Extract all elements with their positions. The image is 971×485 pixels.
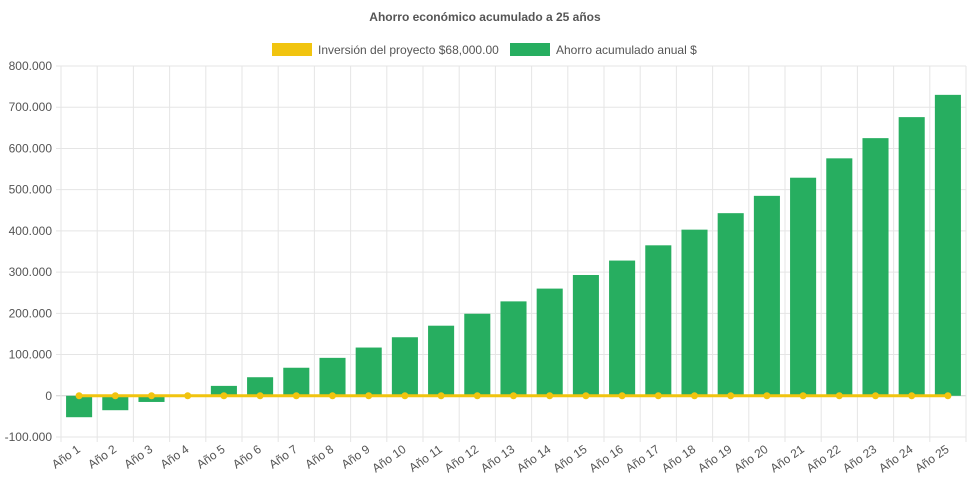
- bar[interactable]: [645, 245, 672, 396]
- x-tick-label: Año 23: [840, 442, 879, 475]
- line-point[interactable]: [944, 392, 952, 400]
- legend-label-ahorro: Ahorro acumulado anual $: [556, 43, 697, 57]
- bar[interactable]: [862, 138, 889, 396]
- y-tick-label: 500.000: [9, 183, 53, 197]
- bar[interactable]: [609, 260, 636, 396]
- line-point[interactable]: [546, 392, 554, 400]
- bar-series: [66, 94, 961, 418]
- line-point[interactable]: [473, 392, 481, 400]
- y-tick-label: -100.000: [5, 430, 53, 444]
- line-point[interactable]: [148, 392, 155, 400]
- bar[interactable]: [283, 367, 310, 396]
- line-point[interactable]: [691, 392, 698, 400]
- line-point[interactable]: [292, 392, 300, 400]
- y-tick-label: 100.000: [9, 348, 53, 362]
- x-tick-label: Año 9: [339, 442, 373, 472]
- bar[interactable]: [210, 385, 237, 396]
- line-point[interactable]: [727, 392, 735, 400]
- x-tick-label: Año 1: [49, 442, 83, 472]
- bar[interactable]: [355, 347, 382, 396]
- line-point[interactable]: [256, 392, 264, 400]
- bar[interactable]: [319, 357, 346, 396]
- x-tick-label: Año 15: [550, 442, 589, 475]
- x-axis: Año 1 Año 2 Año 3 Año 4 Año 5 Año 6 Año 7 Año 8…: [49, 442, 952, 475]
- line-point[interactable]: [835, 392, 843, 400]
- y-tick-label: 600.000: [9, 141, 53, 155]
- line-point[interactable]: [111, 392, 119, 400]
- y-tick-label: 800.000: [9, 59, 53, 73]
- bar[interactable]: [826, 158, 853, 396]
- bar[interactable]: [753, 195, 780, 396]
- line-point[interactable]: [437, 392, 445, 400]
- bar[interactable]: [464, 313, 491, 396]
- legend-label-inversion: Inversión del proyecto $68,000.00: [318, 43, 499, 57]
- line-point[interactable]: [220, 392, 228, 400]
- bar[interactable]: [898, 117, 925, 396]
- chart-title: Ahorro económico acumulado a 25 años: [369, 10, 601, 24]
- legend-swatch-inversion: [272, 43, 312, 56]
- y-tick-label: 0: [45, 389, 52, 403]
- bar[interactable]: [934, 94, 961, 396]
- legend-item-inversion[interactable]: Inversión del proyecto $68,000.00: [272, 43, 499, 57]
- line-point[interactable]: [763, 392, 771, 400]
- y-tick-label: 300.000: [9, 265, 53, 279]
- x-tick-label: Año 25: [912, 442, 951, 475]
- x-tick-label: Año 22: [804, 442, 843, 475]
- x-tick-label: Año 6: [230, 442, 264, 472]
- x-tick-label: Año 3: [122, 442, 156, 472]
- x-tick-label: Año 19: [695, 442, 734, 475]
- x-tick-label: Año 2: [85, 442, 119, 472]
- bar[interactable]: [391, 337, 418, 396]
- line-point[interactable]: [365, 392, 373, 400]
- line-point[interactable]: [329, 392, 336, 400]
- x-tick-label: Año 24: [876, 442, 915, 475]
- bar[interactable]: [500, 301, 527, 396]
- bar[interactable]: [790, 177, 817, 396]
- bar[interactable]: [536, 288, 563, 396]
- bar[interactable]: [717, 213, 744, 396]
- line-point[interactable]: [184, 392, 192, 400]
- x-tick-label: Año 16: [587, 442, 626, 475]
- y-tick-label: 700.000: [9, 100, 53, 114]
- line-point[interactable]: [401, 392, 409, 400]
- line-point[interactable]: [510, 392, 517, 400]
- bar[interactable]: [681, 229, 708, 396]
- x-tick-label: Año 18: [659, 442, 698, 475]
- line-point[interactable]: [908, 392, 916, 400]
- line-point[interactable]: [872, 392, 879, 400]
- x-tick-label: Año 14: [514, 442, 553, 475]
- x-tick-label: Año 20: [731, 442, 770, 475]
- bar[interactable]: [102, 395, 129, 411]
- bar[interactable]: [572, 274, 599, 396]
- line-point[interactable]: [582, 392, 590, 400]
- legend-item-ahorro[interactable]: Ahorro acumulado anual $: [510, 43, 697, 57]
- x-tick-label: Año 10: [369, 442, 408, 475]
- x-tick-label: Año 12: [442, 442, 481, 475]
- x-tick-label: Año 7: [266, 442, 300, 472]
- bar[interactable]: [66, 395, 93, 418]
- x-tick-label: Año 13: [478, 442, 517, 475]
- line-point[interactable]: [75, 392, 83, 400]
- legend-swatch-ahorro: [510, 43, 550, 56]
- x-tick-label: Año 5: [194, 442, 228, 472]
- legend: Inversión del proyecto $68,000.00 Ahorro…: [272, 43, 697, 57]
- line-point[interactable]: [618, 392, 626, 400]
- x-tick-label: Año 11: [406, 442, 445, 475]
- y-axis: 800.000 700.000 600.000 500.000 400.000 300.0…: [5, 59, 53, 444]
- line-point[interactable]: [799, 392, 807, 400]
- y-tick-label: 200.000: [9, 306, 53, 320]
- gridlines: [56, 65, 967, 442]
- bar[interactable]: [428, 325, 455, 396]
- line-series: [75, 392, 952, 400]
- x-tick-label: Año 21: [768, 442, 807, 475]
- x-tick-label: Año 4: [158, 442, 192, 472]
- x-tick-label: Año 8: [303, 442, 337, 472]
- bar[interactable]: [247, 377, 274, 396]
- y-tick-label: 400.000: [9, 224, 53, 238]
- x-tick-label: Año 17: [623, 442, 662, 475]
- line-point[interactable]: [654, 392, 662, 400]
